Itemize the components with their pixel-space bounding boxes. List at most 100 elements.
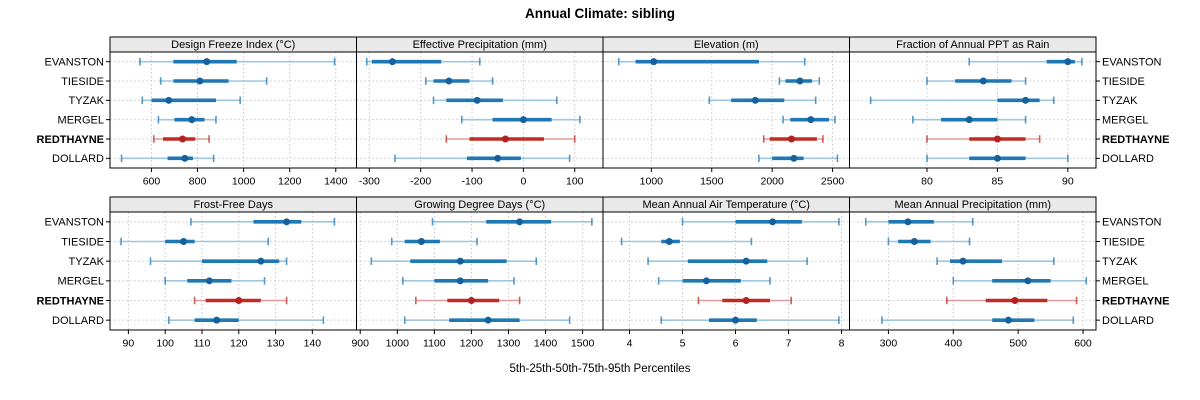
- median-dot: [417, 238, 425, 245]
- panel-header-label: Design Freeze Index (°C): [171, 39, 295, 51]
- series-tieside: [120, 237, 270, 246]
- panel-fraction-of-annual-ppt-as-rain: Fraction of Annual PPT as Rain 80 85 90: [849, 36, 1097, 188]
- median-dot: [665, 238, 673, 245]
- x-tick-label: 1500: [700, 176, 724, 188]
- row-label-left-mergel: MERGEL: [58, 114, 104, 126]
- median-dot: [188, 116, 196, 124]
- x-tick-label: 8: [839, 338, 845, 350]
- x-tick-label: 1500: [571, 338, 595, 350]
- series-dollard: [403, 316, 571, 324]
- series-redthayne: [445, 135, 576, 143]
- x-tick-label: 1100: [423, 338, 446, 350]
- median-dot: [494, 154, 502, 162]
- series-mergel: [782, 115, 836, 124]
- series-redthayne: [193, 296, 288, 305]
- x-tick-label: 7: [786, 338, 792, 350]
- x-tick-label: 120: [230, 338, 248, 350]
- series-evanston: [864, 218, 974, 226]
- row-label-left-tieside: TIESIDE: [61, 236, 104, 248]
- median-dot: [993, 154, 1001, 162]
- x-tick-label: 6: [733, 338, 739, 350]
- median-dot: [519, 116, 527, 124]
- x-tick-label: 100: [156, 338, 174, 350]
- median-dot: [1024, 277, 1032, 285]
- median-dot: [445, 77, 453, 85]
- x-tick-label: 90: [123, 338, 135, 350]
- median-dot: [196, 77, 204, 85]
- median-dot: [796, 77, 804, 85]
- x-tick-label: 1200: [460, 338, 484, 350]
- series-tieside: [425, 77, 494, 85]
- median-dot: [807, 116, 815, 124]
- panel-plot-area: [849, 52, 1096, 168]
- panel-header-label: Mean Annual Precipitation (mm): [894, 199, 1051, 211]
- x-tick-label: 1000: [386, 338, 410, 350]
- series-mergel: [402, 277, 515, 285]
- x-tick-label: 2000: [760, 176, 784, 188]
- median-dot: [1004, 316, 1012, 324]
- row-label-right-evanston: EVANSTON: [1102, 217, 1162, 229]
- median-dot: [1011, 297, 1019, 304]
- x-tick-label: 1200: [278, 176, 302, 188]
- median-dot: [1064, 58, 1072, 66]
- series-dollard: [168, 316, 325, 324]
- series-evanston: [190, 218, 336, 226]
- median-dot: [205, 277, 213, 285]
- panel-plot-area: [849, 212, 1096, 330]
- series-redthayne: [152, 135, 210, 143]
- series-redthayne: [697, 296, 792, 305]
- median-dot: [979, 77, 987, 85]
- row-label-left-tieside: TIESIDE: [61, 76, 104, 88]
- series-tyzak: [432, 96, 558, 105]
- x-tick-label: 2500: [821, 176, 845, 188]
- median-dot: [742, 297, 750, 304]
- series-tyzak: [647, 257, 808, 265]
- panel-effective-precipitation-mm: Effective Precipitation (mm) -300 -200 -100…: [356, 36, 604, 188]
- panel-header-label: Mean Annual Air Temperature (°C): [643, 199, 810, 211]
- row-label-right-dollard: DOLLARD: [1102, 315, 1154, 327]
- row-label-left-evanston: EVANSTON: [45, 217, 105, 229]
- median-dot: [516, 218, 524, 226]
- percentile-caption: 5th-25th-50th-75th-95th Percentiles: [509, 363, 691, 375]
- panel-elevation-m: Elevation (m) 1000 1500 2000 2500: [602, 36, 850, 188]
- x-tick-label: 100: [566, 176, 584, 188]
- series-tieside: [620, 237, 753, 246]
- row-label-right-tieside: TIESIDE: [1102, 236, 1145, 248]
- panel-plot-area: [603, 212, 850, 330]
- x-tick-label: 1400: [324, 176, 348, 188]
- median-dot: [751, 96, 759, 104]
- median-dot: [959, 257, 967, 265]
- median-dot: [910, 238, 918, 245]
- x-tick-label: 900: [351, 338, 369, 350]
- panel-plot-area: [356, 52, 603, 168]
- panel-header-label: Frost-Free Days: [194, 199, 274, 211]
- series-dollard: [120, 154, 215, 163]
- row-label-right-mergel: MERGEL: [1102, 276, 1148, 288]
- row-label-left-dollard: DOLLARD: [52, 153, 104, 165]
- x-tick-label: 600: [143, 176, 161, 188]
- row-label-right-mergel: MERGEL: [1102, 114, 1148, 126]
- series-tieside: [887, 237, 971, 246]
- median-dot: [235, 297, 243, 304]
- median-dot: [788, 135, 795, 143]
- series-tieside: [390, 237, 478, 246]
- x-tick-label: 90: [1062, 176, 1074, 188]
- series-evanston: [617, 57, 806, 66]
- series-dollard: [926, 154, 1069, 163]
- x-tick-label: -100: [462, 176, 483, 188]
- series-tieside: [159, 77, 268, 85]
- row-label-right-dollard: DOLLARD: [1102, 153, 1154, 165]
- row-label-right-redthayne: REDTHAYNE: [1102, 295, 1169, 307]
- series-tyzak: [708, 96, 817, 105]
- x-tick-label: 1300: [497, 338, 521, 350]
- median-dot: [181, 154, 189, 162]
- median-dot: [965, 116, 973, 124]
- series-redthayne: [946, 296, 1078, 305]
- panel-plot-area: [356, 212, 603, 330]
- row-label-right-tyzak: TYZAK: [1102, 95, 1138, 107]
- series-tyzak: [141, 96, 241, 105]
- median-dot: [501, 135, 509, 143]
- median-dot: [993, 135, 1001, 143]
